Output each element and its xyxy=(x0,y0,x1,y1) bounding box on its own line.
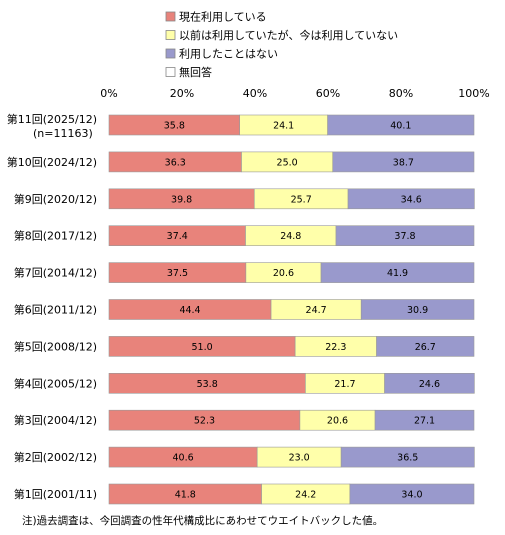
x-tick-label: 0% xyxy=(100,87,117,100)
bar-segment xyxy=(376,336,475,357)
category-label: 第9回(2020/12) xyxy=(14,192,97,206)
data-label: 41.8 xyxy=(175,490,196,501)
x-tick-label: 80% xyxy=(389,87,413,100)
category-sublabel: (n=11163) xyxy=(33,127,93,140)
data-label: 44.4 xyxy=(179,305,200,316)
category-label: 第11回(2025/12) xyxy=(7,112,97,126)
bar-segment xyxy=(374,409,475,431)
data-label: 34.6 xyxy=(401,194,422,205)
category-label: 第5回(2008/12) xyxy=(14,339,97,353)
x-tick-label: 60% xyxy=(316,87,340,100)
data-label: 27.1 xyxy=(414,416,435,427)
data-label: 51.0 xyxy=(191,342,212,353)
bar-segment xyxy=(335,225,475,246)
legend-swatch-1 xyxy=(165,11,176,22)
data-label: 26.7 xyxy=(415,342,436,353)
data-label: 40.1 xyxy=(390,121,411,132)
bar-row: 53.8 21.7 24.6 xyxy=(108,372,475,394)
bar-segment xyxy=(332,151,475,173)
data-label: 53.8 xyxy=(197,379,218,390)
category-label: 第2回(2002/12) xyxy=(14,450,97,464)
data-label: 40.6 xyxy=(173,453,194,464)
data-label: 30.9 xyxy=(407,305,428,316)
bar-segment xyxy=(327,114,475,136)
data-label: 25.7 xyxy=(291,194,312,205)
data-label: 35.8 xyxy=(164,121,185,132)
bar-segment xyxy=(349,483,475,505)
legend-label-3: 利用したことはない xyxy=(179,48,278,61)
category-label: 第7回(2014/12) xyxy=(14,266,97,280)
bar-row: 36.3 25.0 38.7 xyxy=(108,151,475,173)
data-label: 36.3 xyxy=(165,157,186,168)
data-label: 37.4 xyxy=(167,231,188,242)
data-label: 22.3 xyxy=(325,342,346,353)
legend-swatch-2 xyxy=(165,30,176,40)
category-label: 第6回(2011/12) xyxy=(14,303,97,317)
legend-label-4: 無回答 xyxy=(179,65,212,79)
data-label: 34.0 xyxy=(401,490,422,501)
bar-row: 52.3 20.6 27.1 xyxy=(108,409,475,431)
legend-label-1: 現在利用している xyxy=(179,11,267,24)
bar-row: 44.4 24.7 30.9 xyxy=(108,299,475,320)
x-axis-ticks: 0% 20% 40% 60% 80% 100% xyxy=(100,87,489,100)
category-label: 第4回(2005/12) xyxy=(14,376,97,390)
chart-note: 注)過去調査は、今回調査の性年代構成比にあわせてウエイトバックした値。 xyxy=(22,514,383,527)
x-tick-label: 40% xyxy=(243,87,267,100)
bar-segment xyxy=(340,446,475,468)
data-label: 24.2 xyxy=(295,490,316,501)
bar-row: 37.4 24.8 37.8 xyxy=(108,225,475,246)
category-label: 第1回(2001/11) xyxy=(14,487,97,501)
data-label: 21.7 xyxy=(334,379,355,390)
data-label: 37.5 xyxy=(167,268,188,279)
data-label: 20.6 xyxy=(327,416,348,427)
bar-row: 37.5 20.6 41.9 xyxy=(108,262,475,283)
legend-label-2: 以前は利用していたが、今は利用していない xyxy=(179,28,398,42)
category-label: 第10回(2024/12) xyxy=(7,155,97,169)
data-label: 39.8 xyxy=(171,194,192,205)
bar-row: 51.0 22.3 26.7 xyxy=(108,336,475,357)
legend-swatch-4 xyxy=(165,67,176,77)
data-label: 24.8 xyxy=(280,231,301,242)
x-tick-label: 20% xyxy=(170,87,194,100)
bar-segment xyxy=(320,262,475,283)
bar-row: 39.8 25.7 34.6 xyxy=(108,188,475,210)
data-label: 37.8 xyxy=(394,231,415,242)
data-label: 24.6 xyxy=(419,379,440,390)
data-label: 25.0 xyxy=(277,157,298,168)
data-label: 20.6 xyxy=(273,268,294,279)
data-label: 24.1 xyxy=(273,121,294,132)
category-labels: 第11回(2025/12)(n=11163) 第10回(2024/12) 第9回(2… xyxy=(7,112,97,501)
legend-swatch-3 xyxy=(165,48,176,59)
data-label: 38.7 xyxy=(393,157,414,168)
bar-segment xyxy=(347,188,475,210)
data-label: 41.9 xyxy=(387,268,408,279)
data-label: 24.7 xyxy=(306,305,327,316)
data-label: 36.5 xyxy=(397,453,418,464)
bar-segment xyxy=(384,372,475,394)
category-label: 第8回(2017/12) xyxy=(14,229,97,243)
x-tick-label: 100% xyxy=(458,87,489,100)
bar-segment xyxy=(360,299,475,320)
bar-row: 35.8 24.1 40.1 xyxy=(108,114,475,136)
category-label: 第3回(2004/12) xyxy=(14,413,97,427)
data-label: 23.0 xyxy=(289,453,310,464)
bar-row: 41.8 24.2 34.0 xyxy=(108,483,475,505)
bars: 35.8 24.1 40.1 36.3 25.0 38.7 39.8 25.7 34.6 37.4… xyxy=(108,114,475,505)
data-label: 52.3 xyxy=(194,416,215,427)
bar-row: 40.6 23.0 36.5 xyxy=(108,446,475,468)
